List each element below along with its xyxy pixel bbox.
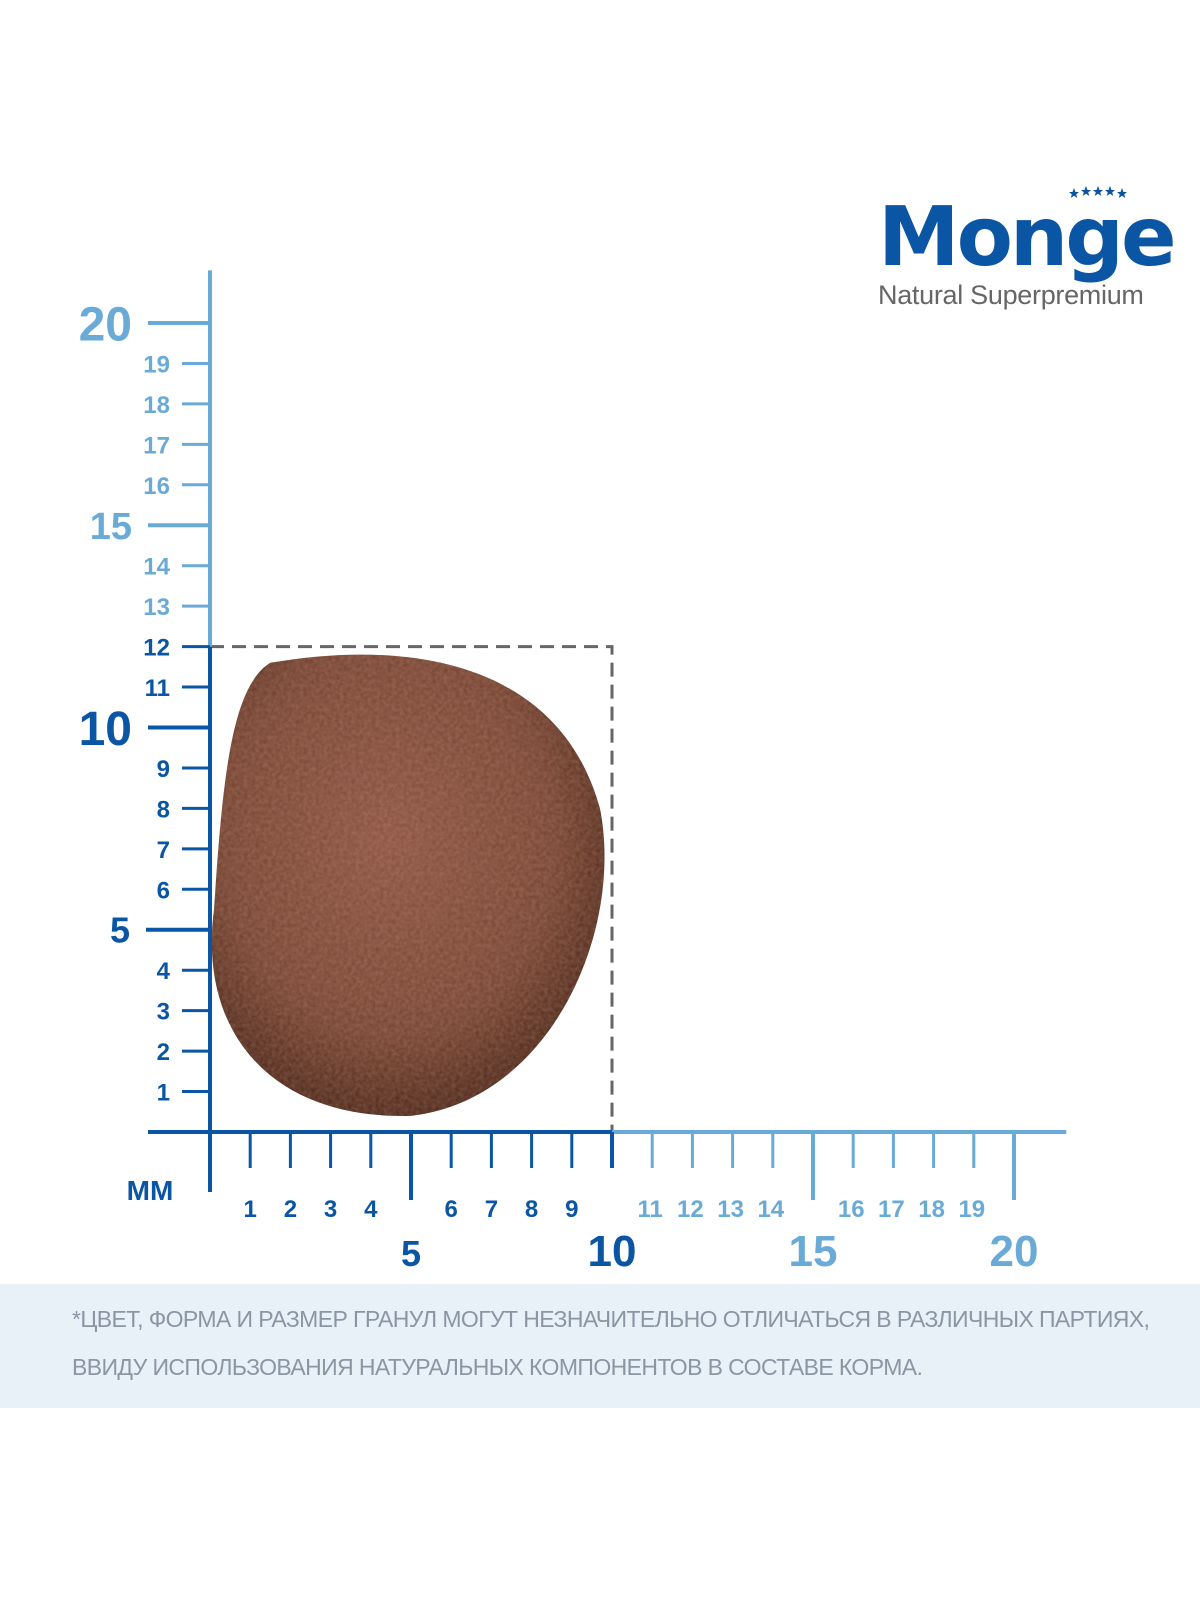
x-major-label: 5 — [401, 1233, 421, 1274]
x-minor-label: 2 — [284, 1196, 297, 1223]
y-minor-label: 18 — [143, 392, 170, 419]
x-minor-label: 1 — [244, 1196, 257, 1223]
kibble-bounding-box — [210, 645, 614, 1132]
y-minor-label: 3 — [157, 999, 170, 1026]
disclaimer-banner: *ЦВЕТ, ФОРМА И РАЗМЕР ГРАНУЛ МОГУТ НЕЗНА… — [0, 1284, 1200, 1408]
y-minor-label: 14 — [143, 554, 170, 581]
y-minor-label: 17 — [143, 432, 170, 459]
y-minor-label: 6 — [157, 877, 170, 904]
x-major-label: 10 — [588, 1227, 637, 1276]
disclaimer-line-1: *ЦВЕТ, ФОРМА И РАЗМЕР ГРАНУЛ МОГУТ НЕЗНА… — [72, 1306, 1150, 1332]
x-minor-label: 17 — [878, 1196, 905, 1223]
y-minor-label: 2 — [157, 1039, 170, 1066]
y-major-label: 15 — [90, 506, 132, 548]
x-minor-label: 12 — [677, 1196, 704, 1223]
x-minor-label: 8 — [525, 1196, 538, 1223]
logo-wordmark: Monge — [878, 190, 1177, 285]
x-minor-label: 18 — [918, 1196, 945, 1223]
x-minor-label: 6 — [445, 1196, 458, 1223]
y-minor-label: 19 — [143, 351, 170, 378]
y-minor-label: 11 — [145, 675, 170, 702]
x-major-label: 20 — [990, 1227, 1039, 1276]
brand-logo: Monge Natural Superpremium — [878, 186, 1193, 310]
x-minor-label: 14 — [757, 1196, 784, 1223]
y-minor-label: 12 — [143, 635, 170, 662]
y-major-label: 5 — [110, 910, 130, 951]
stars-icon — [1069, 186, 1127, 198]
logo-tagline: Natural Superpremium — [878, 280, 1144, 310]
x-minor-label: 13 — [717, 1196, 744, 1223]
unit-label: ММ — [127, 1175, 174, 1206]
y-minor-label: 1 — [157, 1080, 170, 1107]
y-minor-label: 7 — [157, 837, 170, 864]
y-minor-label: 4 — [157, 958, 171, 985]
y-minor-label: 16 — [143, 473, 170, 500]
y-minor-label: 13 — [143, 594, 170, 621]
y-major-label: 10 — [79, 703, 132, 756]
y-major-label: 20 — [79, 298, 132, 351]
y-minor-label: 8 — [157, 796, 170, 823]
x-minor-label: 19 — [958, 1196, 985, 1223]
x-minor-label: 3 — [324, 1196, 337, 1223]
x-minor-label: 11 — [638, 1196, 663, 1223]
x-minor-label: 7 — [485, 1196, 498, 1223]
x-minor-label: 16 — [838, 1196, 865, 1223]
y-minor-label: 9 — [157, 756, 170, 783]
x-minor-label: 4 — [364, 1196, 378, 1223]
x-major-label: 15 — [789, 1227, 838, 1276]
kibble-texture — [211, 654, 605, 1116]
x-minor-label: 9 — [565, 1196, 578, 1223]
disclaimer-line-2: ВВИДУ ИСПОЛЬЗОВАНИЯ НАТУРАЛЬНЫХ КОМПОНЕН… — [72, 1354, 923, 1380]
